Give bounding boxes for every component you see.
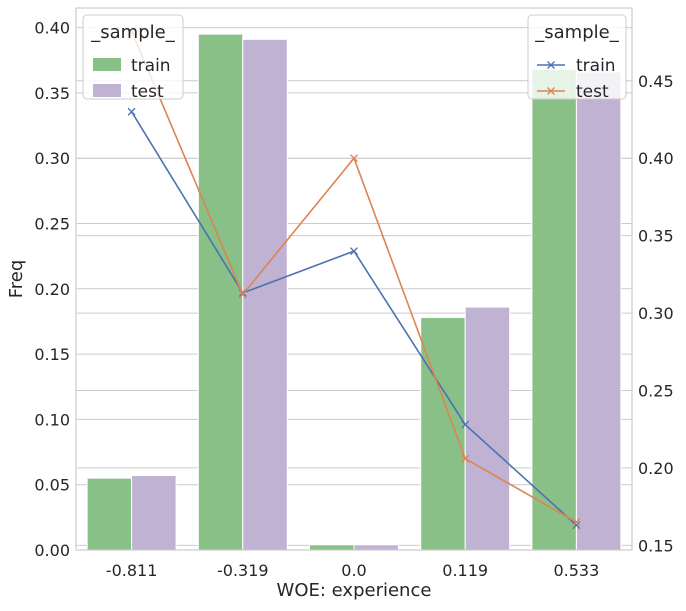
legend-left-box — [82, 14, 184, 100]
legend-left-title: _sample_ — [90, 22, 175, 43]
legend-right-box — [527, 14, 627, 100]
bar-test-1 — [242, 38, 288, 551]
y-tick-label: 0.20 — [34, 280, 70, 299]
marker-test-4 — [572, 518, 581, 527]
marker-test-2 — [350, 154, 358, 163]
y-tick-label: 0.25 — [34, 214, 70, 233]
legend-right: _sample_train test — [527, 14, 627, 102]
y-tick-label: 0.10 — [34, 410, 70, 429]
y-tick-label: 0.15 — [34, 345, 70, 364]
y-tick-label: 0.40 — [34, 19, 70, 38]
y-tick-label: 0.30 — [34, 149, 70, 168]
legend-right-swatch-marker-1 — [547, 87, 555, 95]
axis-layer: 0.00 0.05 0.10 0.15 0.20 0.25 0.30 0.35 0.40 0.15… — [34, 19, 673, 580]
marker-train-4 — [572, 521, 581, 530]
bar-train-0 — [86, 477, 133, 551]
legend-left: _sample_train test — [82, 14, 184, 102]
legend-left-label: test — [131, 82, 164, 102]
legend-left-swatch-0 — [93, 58, 121, 71]
x-tick-label: -0.811 — [106, 561, 158, 580]
x-tick-label: 0.533 — [553, 561, 599, 580]
x-tick-label: -0.319 — [217, 561, 269, 580]
legend-left-swatch-1 — [93, 84, 121, 97]
y2-tick-label: 0.40 — [638, 149, 674, 168]
y2-tick-label: 0.45 — [638, 72, 674, 91]
y-tick-label: 0.05 — [34, 476, 70, 495]
y-tick-label: 0.00 — [34, 541, 70, 560]
legend-right-label: test — [576, 82, 609, 102]
legend-right-label: train — [576, 56, 616, 76]
y2-tick-label: 0.35 — [638, 227, 674, 246]
marker-train-2 — [350, 247, 358, 256]
legend-right-swatch-marker-0 — [547, 61, 555, 69]
line-layer — [127, 27, 581, 530]
bar-train-2 — [309, 544, 355, 551]
y-tick-label: 0.35 — [34, 84, 70, 103]
bar-train-1 — [197, 33, 244, 551]
x-axis-title: WOE: experience — [277, 580, 432, 601]
bar-train-3 — [420, 317, 466, 551]
y2-tick-label: 0.30 — [638, 304, 674, 323]
bar-train-4 — [531, 68, 577, 551]
bar-test-4 — [575, 71, 622, 551]
x-tick-label: 0.0 — [341, 561, 366, 580]
marker-test-3 — [461, 454, 470, 463]
bar-layer — [86, 33, 622, 551]
marker-train-3 — [461, 420, 470, 429]
y-axis-title: Freq — [6, 260, 27, 299]
legend-left-label: train — [131, 56, 171, 76]
y2-tick-label: 0.25 — [638, 381, 674, 400]
legend-right-title: _sample_ — [534, 22, 619, 43]
bar-test-2 — [353, 544, 399, 551]
bar-test-0 — [131, 475, 177, 551]
y2-tick-label: 0.15 — [638, 536, 674, 555]
x-tick-label: 0.119 — [442, 561, 488, 580]
marker-test-1 — [238, 290, 247, 299]
plot-frame — [75, 7, 633, 551]
bar-test-3 — [464, 306, 511, 551]
marker-train-0 — [127, 107, 136, 116]
y2-tick-label: 0.20 — [638, 459, 674, 478]
